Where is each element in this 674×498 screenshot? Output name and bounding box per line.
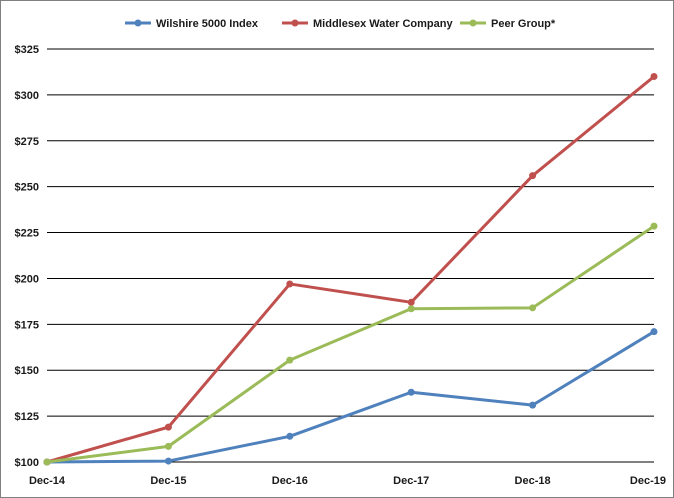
legend-label: Peer Group* [491, 18, 556, 30]
data-point-peer-group [43, 458, 51, 466]
data-point-peer-group [164, 442, 172, 450]
legend-swatch-marker [291, 19, 299, 27]
data-point-peer-group [286, 356, 294, 364]
y-tick-label: $100 [15, 457, 39, 469]
legend-swatch-marker [134, 19, 142, 27]
x-tick-label: Dec-14 [29, 475, 66, 487]
y-tick-label: $300 [15, 90, 39, 102]
x-tick-label: Dec-19 [630, 475, 666, 487]
y-tick-label: $175 [15, 319, 39, 331]
x-tick-label: Dec-16 [272, 475, 308, 487]
data-point-peer-group [529, 304, 537, 312]
y-tick-label: $125 [15, 411, 39, 423]
y-tick-label: $225 [15, 228, 39, 240]
data-point-middlesex-water-company [164, 423, 172, 431]
x-tick-label: Dec-17 [393, 475, 429, 487]
data-point-wilshire-5000-index [164, 457, 172, 465]
y-tick-label: $150 [15, 365, 39, 377]
data-point-wilshire-5000-index [529, 401, 537, 409]
x-tick-label: Dec-15 [150, 475, 186, 487]
gridlines [47, 48, 654, 463]
data-point-peer-group [650, 222, 658, 230]
series-group [43, 73, 658, 466]
y-axis: $100 $125 $150 $175 $200 $225 $250 $275 $300 $325 [15, 44, 39, 469]
series-line-middlesex-water-company [46, 75, 655, 464]
y-tick-label: $325 [15, 44, 39, 56]
legend-label: Wilshire 5000 Index [156, 18, 259, 30]
data-point-middlesex-water-company [529, 172, 537, 180]
data-point-peer-group [407, 305, 415, 313]
y-tick-label: $275 [15, 136, 39, 148]
data-point-middlesex-water-company [286, 280, 294, 288]
series-line-wilshire-5000-index [46, 330, 655, 464]
y-tick-label: $250 [15, 182, 39, 194]
data-point-wilshire-5000-index [650, 328, 658, 336]
data-point-middlesex-water-company [650, 73, 658, 81]
x-tick-label: Dec-18 [515, 475, 551, 487]
legend-swatch-marker [469, 19, 477, 27]
y-tick-label: $200 [15, 273, 39, 285]
x-axis: Dec-14 Dec-15 Dec-16 Dec-17 Dec-18 Dec-19 [29, 475, 666, 487]
data-point-wilshire-5000-index [407, 388, 415, 396]
legend: Wilshire 5000 Index Middlesex Water Compa… [125, 18, 556, 30]
data-point-wilshire-5000-index [286, 432, 294, 440]
series-line-peer-group [46, 224, 655, 464]
legend-label: Middlesex Water Company [313, 18, 453, 30]
data-point-middlesex-water-company [407, 298, 415, 306]
